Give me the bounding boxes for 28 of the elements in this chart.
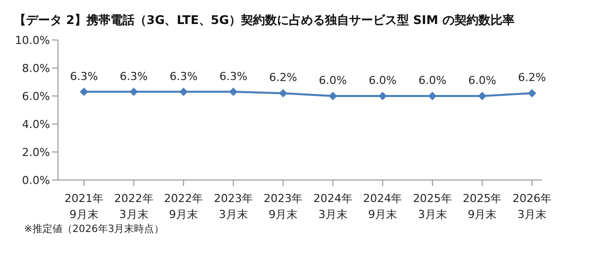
y-tick-label: 8.0% [22,62,50,75]
data-label: 6.3% [70,70,98,83]
x-tick-label: 2023年 3月末 [214,192,253,221]
data-label: 6.0% [418,74,446,87]
x-tick-label: 2025年 3月末 [412,192,452,221]
y-tick-label: 4.0% [22,118,50,131]
y-tick-label: 6.0% [22,90,50,103]
data-label: 6.0% [468,74,496,87]
x-tick-label: 2026年 3月末 [512,192,552,221]
x-tick-label: 2021年 9月末 [64,192,104,221]
x-tick-label: 2024年 3月末 [313,192,352,221]
data-label: 6.2% [518,71,546,84]
data-label: 6.3% [120,70,148,83]
chart-title: 【データ 2】携帯電話（3G、LTE、5G）契約数に占める独自サービス型 SIM の契約数比率 [13,12,516,29]
data-label: 6.0% [318,74,347,87]
data-label: 6.2% [269,71,298,84]
data-label: 6.3% [219,70,248,83]
x-tick-label: 2023年 9月末 [264,192,303,221]
y-tick-label: 10.0% [15,34,50,47]
data-label: 6.3% [170,70,198,83]
x-tick-label: 2022年 9月末 [164,192,204,221]
y-tick-label: 2.0% [22,146,50,159]
y-tick-label: 0.0% [22,174,50,187]
x-tick-label: 2024年 9月末 [363,192,402,221]
text: ※推定値（2026年3月末時点） [23,222,166,236]
data-label: 6.0% [368,74,397,87]
x-tick-label: 2022年 3月末 [114,192,154,221]
x-tick-label: 2025年 9月末 [462,192,502,221]
